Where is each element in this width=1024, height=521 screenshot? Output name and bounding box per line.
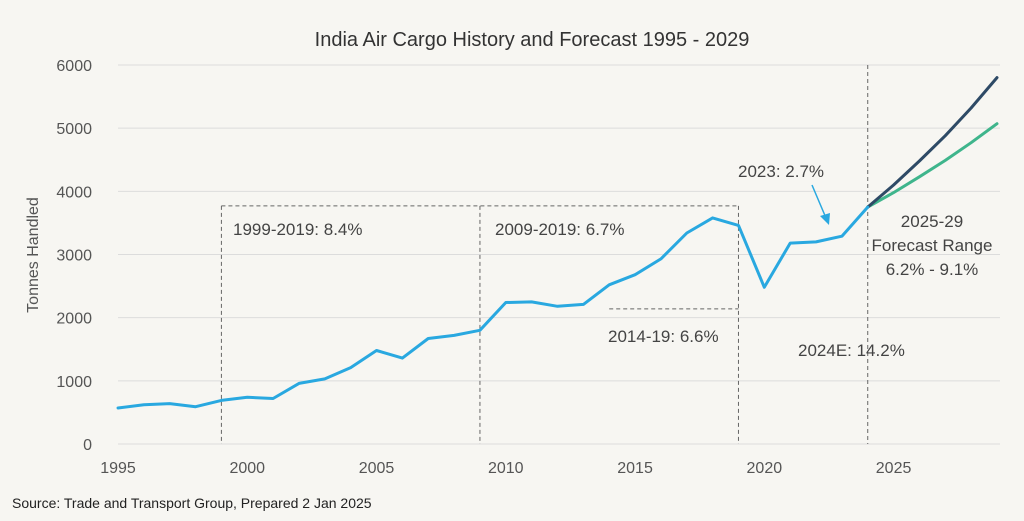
annotation-2023: 2023: 2.7% bbox=[738, 162, 824, 181]
y-axis-label: Tonnes Handled bbox=[25, 197, 42, 313]
annotation-forecast-3: 6.2% - 9.1% bbox=[886, 260, 979, 279]
annotation-2009-2019: 2009-2019: 6.7% bbox=[495, 220, 625, 239]
source-note: Source: Trade and Transport Group, Prepa… bbox=[12, 495, 372, 511]
y-tick-3000: 3000 bbox=[56, 248, 92, 265]
x-tick-2020: 2020 bbox=[747, 460, 783, 477]
annotation-arrow-2023 bbox=[811, 184, 830, 225]
y-tick-2000: 2000 bbox=[56, 311, 92, 328]
x-tick-2005: 2005 bbox=[359, 460, 395, 477]
series-line-1 bbox=[866, 76, 999, 209]
x-tick-2015: 2015 bbox=[617, 460, 653, 477]
series-lines bbox=[116, 76, 999, 410]
chart-title: India Air Cargo History and Forecast 199… bbox=[315, 29, 750, 51]
y-tick-1000: 1000 bbox=[56, 374, 92, 391]
x-tick-labels: 1995 2000 2005 2010 2015 2020 2025 bbox=[100, 460, 911, 477]
grid-lines bbox=[118, 64, 1000, 445]
series-line-2 bbox=[866, 122, 999, 209]
annotation-1999-2019: 1999-2019: 8.4% bbox=[233, 220, 363, 239]
y-tick-4000: 4000 bbox=[56, 184, 92, 201]
y-tick-5000: 5000 bbox=[56, 121, 92, 138]
x-tick-2000: 2000 bbox=[229, 460, 265, 477]
annotation-2014-19: 2014-19: 6.6% bbox=[608, 327, 719, 346]
annotation-2024e: 2024E: 14.2% bbox=[798, 341, 905, 360]
x-tick-2010: 2010 bbox=[488, 460, 524, 477]
y-tick-6000: 6000 bbox=[56, 58, 92, 75]
annotation-boxes bbox=[220, 65, 869, 444]
y-tick-0: 0 bbox=[83, 437, 92, 454]
series-line-0 bbox=[116, 205, 870, 410]
annotation-forecast-1: 2025-29 bbox=[901, 212, 963, 231]
x-tick-1995: 1995 bbox=[100, 460, 136, 477]
y-tick-labels: 0 1000 2000 3000 4000 5000 6000 bbox=[56, 58, 92, 454]
x-tick-2025: 2025 bbox=[876, 460, 912, 477]
annotation-forecast-2: Forecast Range bbox=[872, 236, 993, 255]
